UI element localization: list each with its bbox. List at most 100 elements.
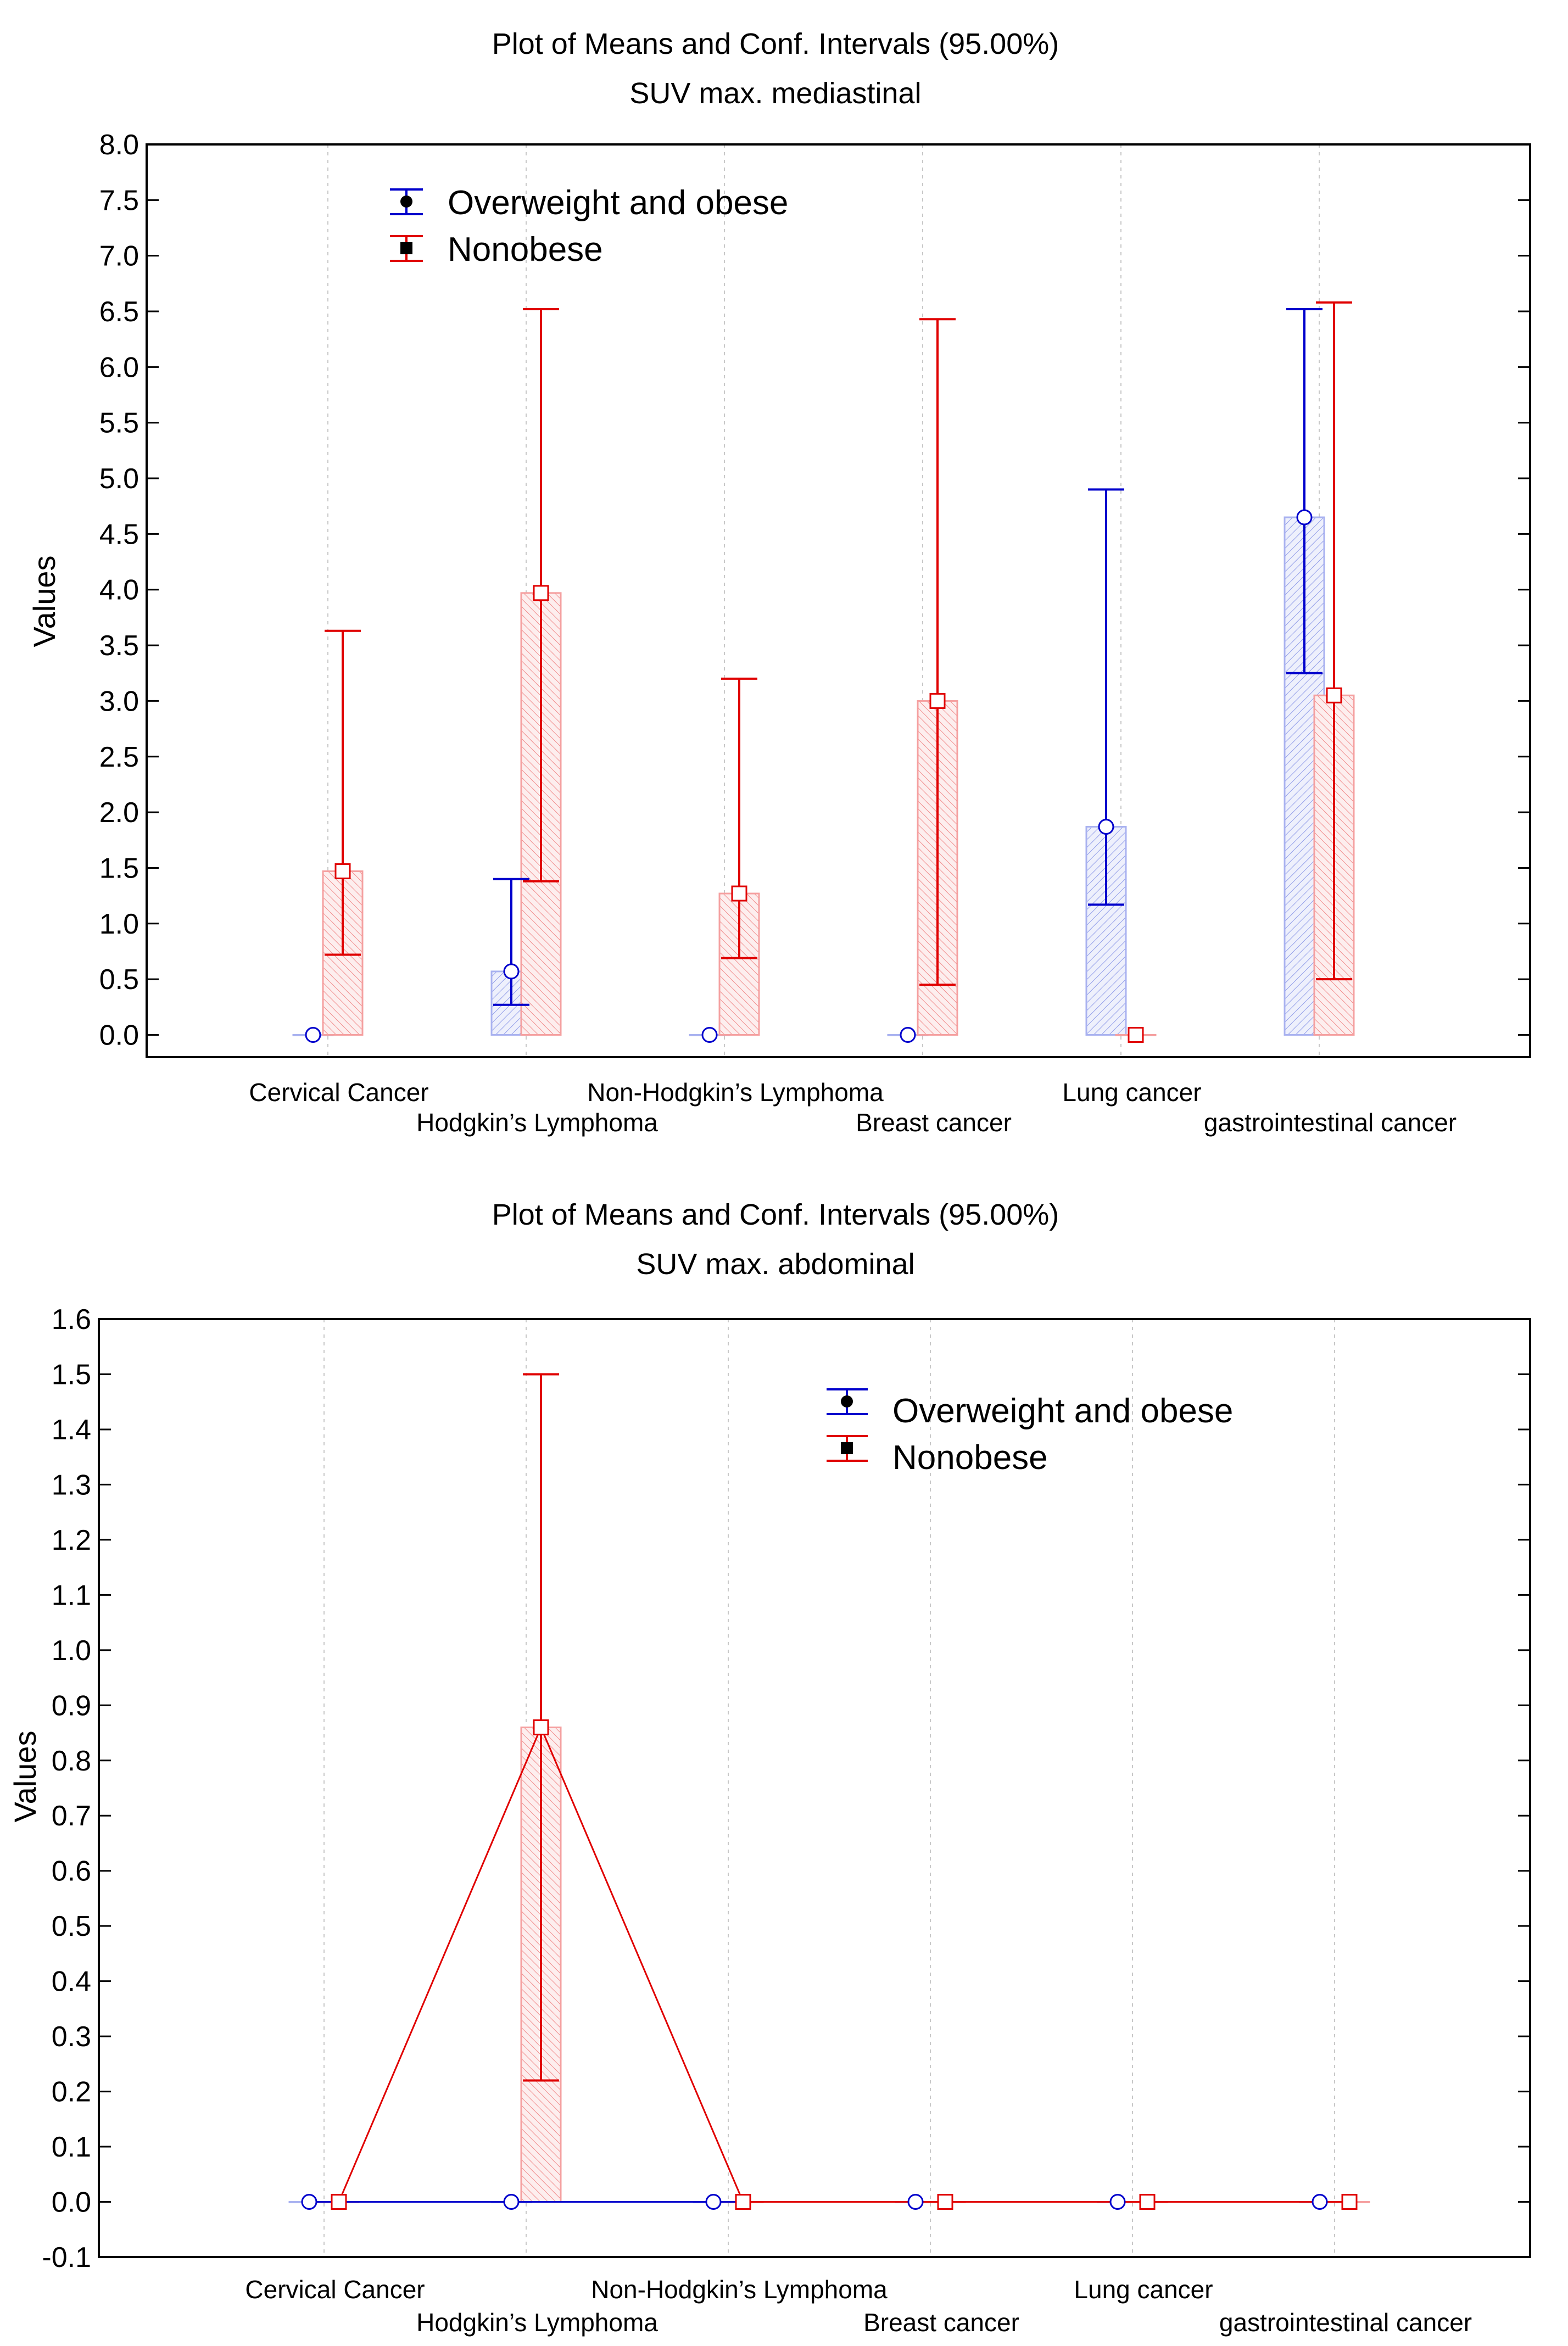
point-nonobese-lung-cancer (1139, 2194, 1156, 2210)
point-overweight-and-obese-hodgkin-s-lymphoma (503, 2194, 520, 2210)
point-overweight-and-obese-breast-cancer (900, 1026, 916, 1043)
point-overweight-and-obese-hodgkin-s-lymphoma (503, 963, 520, 980)
point-nonobese-gastrointestinal-cancer (1326, 687, 1342, 703)
legend-entry-nonobese: Nonobese (390, 231, 603, 269)
y-tick-label: 7.0 (99, 241, 139, 272)
y-tick-label: 8.0 (99, 129, 139, 161)
y-tick-label: 1.5 (52, 1359, 91, 1390)
error-bar-overweight-and-obese-lung-cancer (1088, 488, 1124, 906)
legend-entry-nonobese: Nonobese (827, 1435, 1048, 1477)
legend-marker-square (841, 1442, 853, 1454)
point-nonobese-gastrointestinal-cancer (1341, 2194, 1358, 2210)
legend-label-overweight: Overweight and obese (892, 1392, 1233, 1430)
x-category-label-gastrointestinal-cancer: gastrointestinal cancer (1204, 1108, 1457, 1137)
y-tick-label: 1.3 (52, 1469, 91, 1501)
y-tick-label: 0.6 (52, 1856, 91, 1887)
point-overweight-and-obese-gastrointestinal-cancer (1312, 2194, 1328, 2210)
y-tick-label: 1.4 (52, 1414, 91, 1446)
y-tick-label: 2.0 (99, 797, 139, 829)
point-nonobese-non-hodgkin-s-lymphoma (731, 885, 747, 902)
chart-title: Plot of Means and Conf. Intervals (95.00… (492, 1198, 1059, 1231)
chart-subtitle: SUV max. mediastinal (629, 77, 921, 110)
legend-entry-overweight: Overweight and obese (827, 1388, 1233, 1430)
y-tick-label: 0.1 (52, 2131, 91, 2163)
error-bar-overweight-and-obese-gastrointestinal-cancer (1286, 308, 1323, 674)
y-tick-label: 0.0 (99, 1019, 139, 1051)
error-bar-nonobese-cervical-cancer (325, 629, 361, 956)
y-tick-label: 4.0 (99, 574, 139, 606)
x-category-label-cervical-cancer: Cervical Cancer (249, 1078, 428, 1107)
plot-area: -0.1 0.0 0.1 0.2 0.3 0.4 0.5 0.6 0.7 0.8 0.9 1.0 1.1… (42, 1304, 1531, 2337)
y-tick-label: -0.1 (42, 2242, 91, 2274)
legend: Overweight and obese Nonobese (827, 1388, 1233, 1477)
plot-frame (98, 1318, 1531, 2258)
y-tick-label: 0.0 (52, 2187, 91, 2219)
error-bar-nonobese-breast-cancer (919, 318, 956, 986)
point-nonobese-cervical-cancer (331, 2194, 347, 2210)
point-overweight-and-obese-non-hodgkin-s-lymphoma (701, 1026, 718, 1043)
x-category-label-lung-cancer: Lung cancer (1062, 1078, 1201, 1107)
plot-area: 0.0 0.5 1.0 1.5 2.0 2.5 3.0 3.5 4.0 4.5 5.0 5.5 6.0 6… (99, 129, 1531, 1137)
y-axis-label: Values (27, 555, 62, 647)
chart-subtitle: SUV max. abdominal (636, 1248, 914, 1281)
point-nonobese-cervical-cancer (334, 863, 351, 880)
y-tick-label: 1.5 (99, 852, 139, 884)
x-category-label-hodgkin-s-lymphoma: Hodgkin’s Lymphoma (416, 2308, 658, 2337)
point-overweight-and-obese-cervical-cancer (305, 1026, 321, 1043)
y-tick-label: 2.5 (99, 741, 139, 773)
point-overweight-and-obese-lung-cancer (1109, 2194, 1126, 2210)
y-tick-label: 7.5 (99, 185, 139, 216)
y-tick-label: 3.0 (99, 685, 139, 717)
y-tick-label: 1.0 (52, 1635, 91, 1667)
y-tick-label: 3.5 (99, 630, 139, 662)
point-overweight-and-obese-gastrointestinal-cancer (1296, 509, 1313, 526)
y-tick-label: 1.6 (52, 1304, 91, 1336)
y-tick-label: 0.7 (52, 1800, 91, 1832)
x-category-label-cervical-cancer: Cervical Cancer (245, 2275, 425, 2304)
y-tick-label: 0.8 (52, 1745, 91, 1777)
y-axis-label: Values (8, 1730, 42, 1822)
legend-label-nonobese: Nonobese (892, 1439, 1048, 1477)
y-tick-label: 6.5 (99, 296, 139, 328)
y-tick-label: 5.5 (99, 407, 139, 439)
x-category-label-breast-cancer: Breast cancer (856, 1108, 1012, 1137)
y-tick-label: 0.9 (52, 1690, 91, 1722)
series-line-nonobese (338, 1725, 1349, 2203)
y-tick-label: 6.0 (99, 351, 139, 383)
y-tick-label: 1.0 (99, 908, 139, 940)
chart-title: Plot of Means and Conf. Intervals (95.00… (492, 27, 1059, 60)
point-nonobese-breast-cancer (929, 692, 946, 709)
x-category-label-non-hodgkin-s-lymphoma: Non-Hodgkin’s Lymphoma (591, 2275, 888, 2304)
point-overweight-and-obese-breast-cancer (907, 2194, 924, 2210)
point-nonobese-lung-cancer (1128, 1026, 1144, 1043)
y-tick-label: 5.0 (99, 463, 139, 495)
y-tick-label: 4.5 (99, 518, 139, 550)
y-tick-label: 1.2 (52, 1524, 91, 1556)
point-overweight-and-obese-lung-cancer (1098, 818, 1114, 835)
x-category-label-gastrointestinal-cancer: gastrointestinal cancer (1219, 2308, 1472, 2337)
error-bar-nonobese-non-hodgkin-s-lymphoma (721, 677, 757, 959)
legend-marker-square (400, 242, 412, 254)
x-category-label-non-hodgkin-s-lymphoma: Non-Hodgkin’s Lymphoma (587, 1078, 884, 1107)
chart-mediastinal: Plot of Means and Conf. Intervals (95.00… (27, 27, 1531, 1137)
legend-label-nonobese: Nonobese (448, 231, 603, 269)
point-nonobese-non-hodgkin-s-lymphoma (735, 2194, 751, 2210)
x-category-label-breast-cancer: Breast cancer (863, 2308, 1019, 2337)
error-bar-nonobese-gastrointestinal-cancer (1316, 301, 1352, 981)
y-tick-label: 0.3 (52, 2021, 91, 2053)
y-tick-label: 1.1 (52, 1579, 91, 1611)
y-tick-label: 0.5 (52, 1911, 91, 1942)
y-tick-label: 0.2 (52, 2076, 91, 2108)
x-category-label-hodgkin-s-lymphoma: Hodgkin’s Lymphoma (416, 1108, 658, 1137)
legend-marker-circle (841, 1395, 853, 1407)
y-tick-label: 0.5 (99, 964, 139, 996)
legend-marker-circle (400, 196, 412, 208)
legend: Overweight and obese Nonobese (390, 184, 788, 269)
legend-entry-overweight: Overweight and obese (390, 184, 788, 222)
point-nonobese-hodgkin-s-lymphoma (533, 1719, 549, 1735)
point-overweight-and-obese-non-hodgkin-s-lymphoma (705, 2194, 722, 2210)
y-tick-label: 0.4 (52, 1966, 91, 1998)
legend-label-overweight: Overweight and obese (448, 184, 788, 222)
plot-frame (146, 143, 1531, 1058)
